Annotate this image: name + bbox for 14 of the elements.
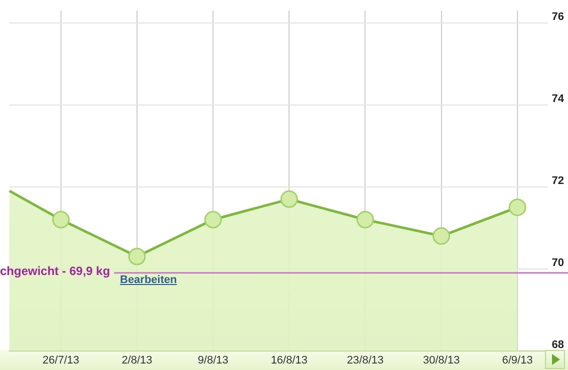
x-tick-label: 30/8/13 (422, 354, 460, 366)
x-tick-label: 2/8/13 (122, 354, 152, 366)
annotation: Bearbeiten (120, 274, 177, 286)
x-tick-label: 6/9/13 (502, 354, 533, 366)
y-tick-label: 68 (552, 338, 564, 351)
x-tick-label: 26/7/13 (42, 354, 80, 366)
y-tick-label: 76 (552, 10, 564, 23)
y-tick-label: 74 (552, 92, 565, 105)
y-tick-label: 70 (552, 256, 564, 269)
x-tick-label: 9/8/13 (198, 354, 228, 366)
x-tick-label: 16/8/13 (270, 354, 308, 366)
x-tick-label: 23/8/13 (346, 354, 384, 366)
y-tick-label: 72 (552, 174, 564, 187)
ref-line-label: chgewicht - 69,9 kg (0, 264, 110, 278)
